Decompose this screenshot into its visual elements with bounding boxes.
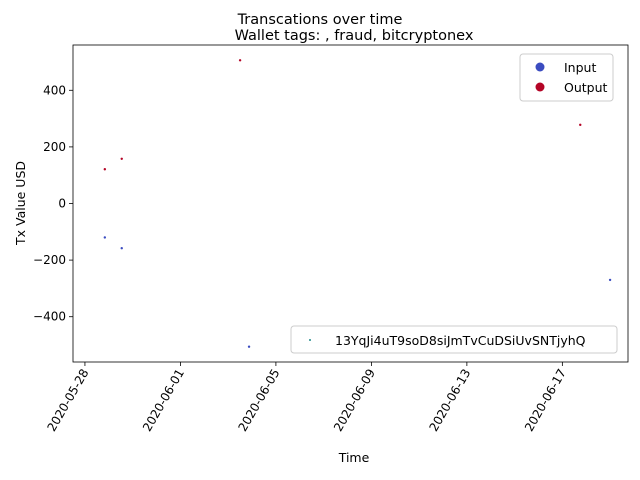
x-tick-label: 2020-05-28 [45, 367, 92, 434]
y-tick-label: −400 [33, 310, 66, 324]
x-axis-label: Time [338, 450, 370, 465]
output-point [120, 157, 123, 160]
chart-suptitle: Transcations over time [237, 12, 403, 28]
legend-output-marker [535, 82, 545, 92]
y-tick-label: −200 [33, 253, 66, 267]
y-tick-label: 0 [58, 197, 66, 211]
data-points [103, 59, 612, 348]
legend-input-label: Input [564, 60, 596, 75]
input-point [103, 236, 107, 239]
legend-wallet-label: 13YqJi4uT9soD8siJmTvCuDSiUvSNTjyhQ [335, 333, 586, 348]
y-axis-label: Tx Value USD [13, 161, 28, 246]
legend-wallet: 13YqJi4uT9soD8siJmTvCuDSiUvSNTjyhQ [290, 325, 618, 354]
x-tick-label: 2020-06-05 [236, 367, 283, 434]
x-tick-label: 2020-06-13 [426, 367, 473, 434]
output-point [103, 168, 107, 171]
input-point [608, 278, 612, 282]
legend-input-output: Input Output [519, 53, 614, 102]
legend-input-marker [535, 62, 545, 72]
y-tick-label: 200 [43, 140, 66, 154]
output-point [238, 59, 242, 62]
chart-title: Wallet tags: , fraud, bitcryptonex [235, 28, 474, 44]
x-tick-label: 2020-06-09 [331, 367, 378, 434]
output-point [579, 123, 582, 127]
legend-wallet-marker [309, 339, 311, 341]
input-point [120, 247, 123, 250]
y-tick-label: 400 [43, 83, 66, 97]
x-tick-label: 2020-06-17 [522, 367, 569, 434]
plot-area: −400 −200 0 200 400 2020-05-28 2020-06-01 2020-… [33, 44, 629, 434]
x-tick-label: 2020-06-01 [140, 367, 187, 434]
legend-output-label: Output [564, 80, 608, 95]
input-point [247, 345, 251, 348]
